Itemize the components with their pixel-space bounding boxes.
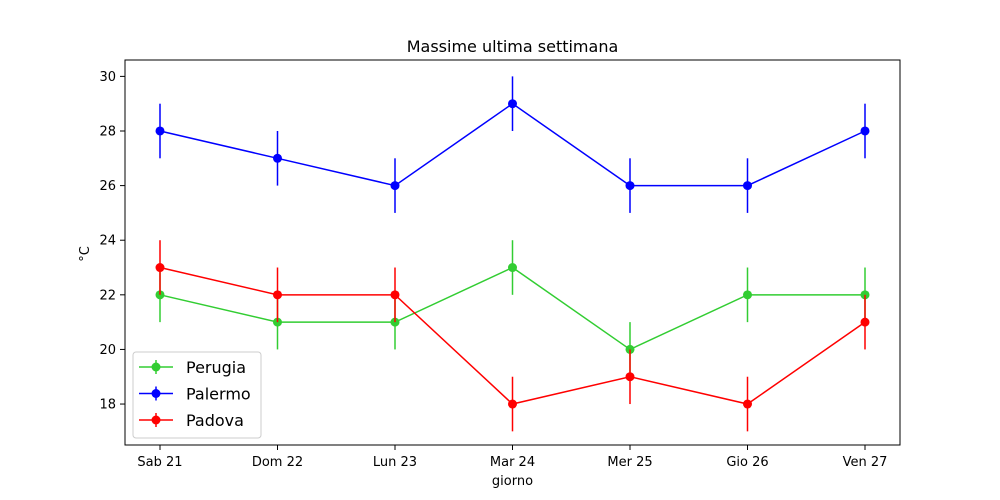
data-point: [508, 263, 517, 273]
x-tick-label-3: Mar 24: [490, 455, 535, 470]
data-point: [743, 181, 752, 191]
legend-label: Padova: [186, 411, 244, 430]
data-point: [390, 290, 400, 300]
data-point: [743, 290, 752, 300]
x-tick-label-6: Ven 27: [843, 455, 888, 470]
data-point: [273, 153, 282, 163]
legend-item-palermo: Palermo: [139, 385, 251, 404]
legend: Perugia Palermo Padova: [132, 351, 262, 439]
data-point: [860, 317, 870, 327]
data-point: [625, 181, 635, 191]
y-axis-label: °C: [78, 246, 93, 262]
x-tick-label-2: Lun 23: [373, 455, 417, 470]
y-tick-label-28: 28: [99, 124, 116, 139]
x-tick-label-0: Sab 21: [137, 455, 182, 470]
data-point: [508, 99, 517, 109]
series-perugia: [155, 240, 870, 377]
legend-marker: [151, 362, 161, 372]
y-tick-label-20: 20: [99, 343, 116, 358]
data-point: [743, 399, 752, 409]
chart-title: Massime ultima settimana: [407, 37, 619, 56]
legend-box: [132, 351, 262, 439]
y-tick-label-18: 18: [99, 398, 116, 413]
x-tick-label-4: Mer 25: [607, 455, 652, 470]
legend-item-perugia: Perugia: [139, 358, 246, 377]
data-point: [508, 399, 517, 409]
data-point: [860, 126, 870, 136]
legend-label: Perugia: [186, 358, 246, 377]
x-tick-label-5: Gio 26: [726, 455, 768, 470]
data-point: [155, 263, 165, 273]
legend-label: Palermo: [186, 385, 251, 404]
data-point: [625, 372, 635, 382]
plot-area: 18 20 22 24 26 28 30 Sab 21 Dom 22 Lun 23 Mar 24 Me…: [99, 59, 901, 470]
legend-item-padova: Padova: [139, 411, 244, 430]
y-tick-label-30: 30: [99, 70, 116, 85]
legend-marker: [151, 415, 161, 425]
y-tick-label-22: 22: [99, 288, 116, 303]
data-point: [390, 181, 400, 191]
y-tick-label-24: 24: [99, 234, 116, 249]
series-palermo: [155, 76, 870, 213]
legend-marker: [151, 389, 161, 398]
data-point: [273, 290, 282, 300]
x-axis-label: giorno: [492, 474, 533, 489]
series-padova: [155, 240, 870, 432]
y-tick-label-26: 26: [99, 179, 116, 194]
x-tick-label-1: Dom 22: [252, 455, 303, 470]
data-point: [155, 126, 165, 136]
